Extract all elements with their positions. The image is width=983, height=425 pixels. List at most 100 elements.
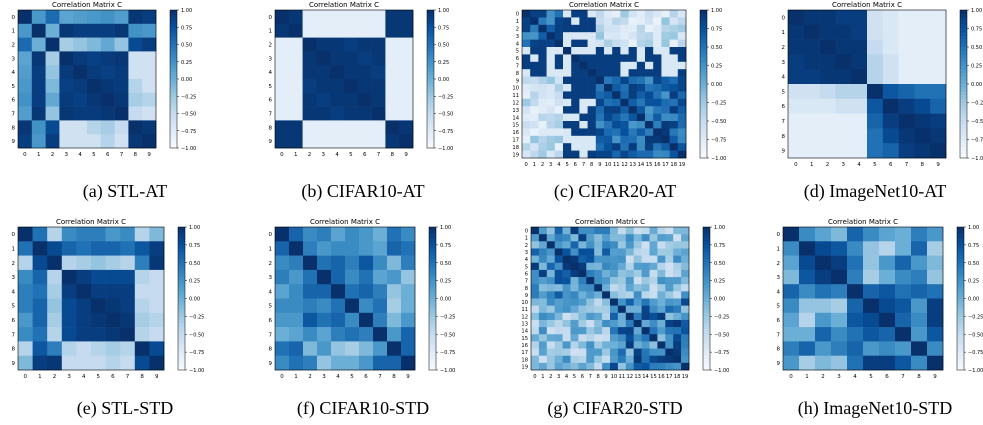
colorbar-segment	[429, 269, 436, 274]
heatmap-cell	[677, 143, 687, 151]
colorbar-segment	[703, 294, 710, 299]
heatmap-cell	[586, 284, 595, 292]
heatmap-cell	[31, 134, 46, 149]
x-tick-label: 6	[106, 152, 110, 158]
heatmap-cell	[657, 291, 666, 299]
heatmap-cell	[31, 65, 46, 80]
heatmap-cell	[673, 298, 682, 306]
heatmap-cell	[579, 143, 588, 151]
heatmap-cell	[563, 121, 572, 129]
heatmap-cell	[633, 319, 642, 328]
heatmap-cell	[32, 341, 48, 356]
heatmap-cell	[641, 312, 650, 321]
heatmap-cell	[73, 10, 88, 25]
heatmap-cell	[578, 319, 587, 328]
heatmap-cell	[114, 106, 129, 121]
y-tick-label: 3	[777, 275, 781, 281]
heatmap-cell	[617, 284, 627, 292]
heatmap-cell	[587, 76, 597, 85]
heatmap-cell	[673, 341, 682, 349]
heatmap-cell	[47, 269, 63, 285]
colorbar-segment	[178, 252, 185, 256]
colorbar-tick-label: −0.50	[711, 119, 726, 125]
colorbar-segment	[960, 35, 967, 40]
heatmap-cell	[531, 262, 540, 271]
heatmap-cell	[610, 262, 619, 271]
heatmap-cell	[673, 348, 682, 356]
colorbar-tick-label: 1.00	[968, 225, 979, 231]
heatmap-cell	[649, 334, 658, 342]
heatmap-cell	[289, 269, 304, 285]
heatmap-cell	[645, 128, 654, 137]
colorbar-segment	[700, 87, 707, 92]
colorbar-segment	[429, 352, 436, 357]
colorbar-tick-label: 1.00	[189, 225, 200, 231]
y-tick-label: 8	[12, 125, 16, 131]
y-tick-label: 6	[782, 104, 786, 110]
heatmap-cell	[522, 47, 531, 55]
heatmap-cell	[538, 84, 547, 92]
x-tick-label: 1	[805, 374, 809, 380]
heatmap-cell	[578, 269, 587, 278]
colorbar-tick-label: −0.75	[711, 138, 726, 144]
heatmap-cell	[530, 113, 539, 122]
colorbar-segment	[703, 291, 710, 296]
heatmap-cell	[586, 348, 595, 356]
heatmap-cell	[653, 17, 662, 26]
heatmap-cell	[633, 255, 642, 264]
heatmap-cell	[571, 150, 580, 159]
heatmap-cell	[385, 120, 400, 135]
colorbar-segment	[429, 319, 436, 324]
heatmap-cell	[571, 24, 580, 33]
heatmap-cell	[387, 269, 402, 285]
heatmap-cell	[604, 69, 613, 77]
heatmap-cell	[815, 298, 832, 314]
heatmap-cell	[620, 106, 629, 114]
heatmap-cell	[604, 54, 613, 63]
y-tick-label: 16	[521, 343, 528, 349]
x-tick-label: 2	[821, 374, 825, 380]
heatmap-cell	[289, 255, 304, 271]
y-tick-label: 8	[525, 286, 528, 292]
colorbar-tick-label: 0.75	[968, 243, 979, 249]
heatmap-cell	[61, 255, 77, 271]
heatmap-cell	[554, 150, 564, 159]
heatmap-cell	[653, 135, 662, 144]
heatmap-cell	[302, 23, 317, 38]
colorbar-segment	[703, 330, 710, 335]
heatmap-cell	[604, 143, 613, 151]
heatmap-cell	[288, 106, 303, 121]
heatmap-cell	[331, 269, 346, 285]
heatmap-cell	[31, 92, 46, 107]
x-tick-label: 1	[37, 152, 41, 158]
heatmap-cell	[653, 150, 662, 159]
heatmap-cell	[665, 248, 674, 256]
y-tick-label: 4	[269, 289, 273, 295]
y-tick-label: 6	[12, 98, 16, 104]
colorbar-segment	[700, 124, 707, 129]
heatmap-cell	[562, 277, 571, 285]
colorbar-segment	[703, 344, 710, 349]
heatmap-cell	[546, 10, 556, 18]
colorbar-segment	[703, 244, 710, 249]
heatmap-cell	[610, 269, 619, 278]
heatmap-cell	[531, 241, 540, 249]
heatmap-cell	[331, 341, 346, 356]
colorbar-segment	[957, 355, 964, 360]
heatmap-cell	[799, 341, 816, 356]
heatmap-cell	[665, 305, 674, 314]
heatmap-cell	[653, 113, 662, 122]
heatmap-cell	[302, 106, 317, 121]
heatmap-cell	[863, 298, 880, 314]
colorbar-segment	[960, 106, 967, 111]
colorbar-segment	[957, 248, 964, 253]
colorbar-segment	[960, 124, 967, 129]
heatmap-cell	[120, 255, 136, 271]
heatmap-cell	[783, 269, 800, 285]
heatmap-cell	[677, 32, 687, 40]
heatmap-cell	[18, 312, 33, 328]
heatmap-cell	[275, 227, 290, 242]
heatmap-cell	[554, 91, 564, 100]
heatmap-cell	[604, 10, 613, 18]
colorbar-tick-label: 0.25	[971, 64, 982, 70]
